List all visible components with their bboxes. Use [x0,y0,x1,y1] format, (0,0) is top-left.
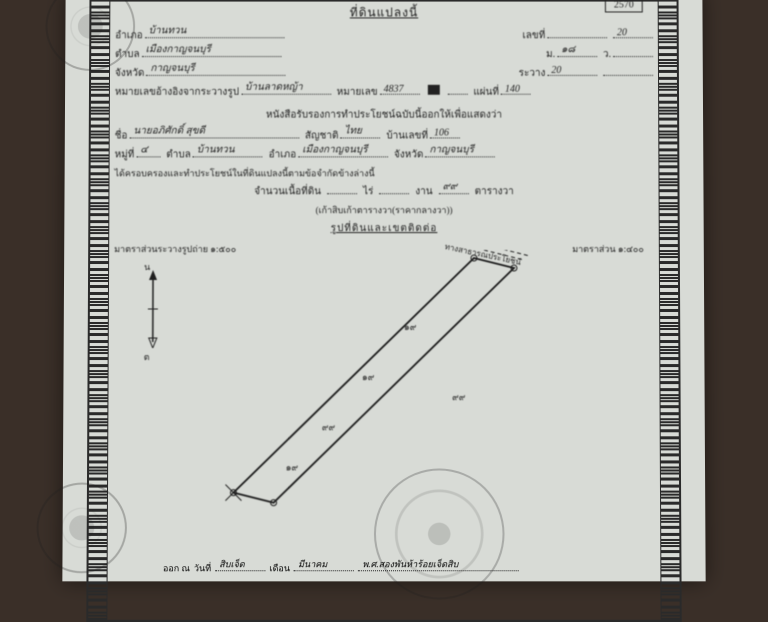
dim1: ๑๙ [404,320,416,334]
top-right-box: 2570 [605,0,643,12]
ref-value: บ้านลาดหญ้า [245,80,303,95]
north-bottom-label: ต [144,350,150,364]
day-label: วันที่ [194,561,211,575]
nat-label: สัญชาติ [305,129,338,144]
cmoo-label: หมู่ที่ [115,147,135,162]
survey-value: 20 [551,65,561,76]
survey-label: ระวาง [519,66,546,81]
amphoe-value: บ้านทวน [149,23,187,38]
ngan-label: งาน [415,184,432,199]
province-value: กาญจนบุรี [150,61,194,76]
cert-paren: (เก้าสิบเก้าตารางวา(ราคากลางวา)) [114,203,653,217]
cert-area: จำนวนเนื้อที่ดิน ไร่ งาน ๙๙ ตารางวา [114,184,653,199]
province-label: จังหวัด [115,66,144,81]
parcel-diagram: ทางสาธารณประโยชน์ ๑๙ ๑๙ ๙๙ ๙๙ ๑๙ [203,250,584,511]
moo-label: ม. [546,47,555,62]
diagram-title: รูปที่ดินและเขตติดต่อ [114,221,654,236]
north-top-label: น [144,260,150,274]
ref-label: หมายเลขอ้างอิงจากระวางรูป [115,85,239,100]
rai-label: ไร่ [363,184,373,199]
nat-value: ไทย [344,124,361,139]
year-suffix: 20 [617,27,627,38]
no-label: เลขที่ [522,28,545,43]
cprov-value: กาญจนบุรี [429,142,474,157]
ctambon-value: บ้านทวน [197,142,235,157]
cert-line3: ได้ครอบครองและทำประโยชน์ในที่ดินแปลงนี้ต… [114,166,653,180]
mapno-value: 4837 [384,84,404,95]
north-arrow-icon [148,270,158,348]
dim2: ๑๙ [362,370,374,384]
wa-label: ว. [603,47,611,62]
name-label: ชื่อ [115,129,128,144]
cert-line1: หนังสือรับรองการทำประโยชน์ฉบับนี้ออกให้เ… [115,108,653,123]
tambon-label: ตำบล [115,47,140,62]
diagram-area: มาตราส่วนระวางรูปถ่าย ๑:๕๐๐ มาตราส่วน ๑:… [113,242,655,523]
doc-title: ที่ดินแปลงนี้ [115,4,653,23]
cprov-label: จังหวัด [394,147,423,162]
sqwa-label: ตารางวา [475,184,514,199]
dim4: ๙๙ [452,390,465,404]
camphoe-value: เมืองกาญจนบุรี [302,142,367,157]
row-tambon: ตำบล เมืองกาญจนบุรี ม. ๑๘ ว. [115,47,653,62]
ctambon-label: ตำบล [166,147,191,162]
checkbox-filled [427,85,439,95]
content: ที่ดินแปลงนี้ 2570 อำเภอ บ้านทวน เลขที่ … [113,4,655,523]
document-page: ที่ดินแปลงนี้ 2570 อำเภอ บ้านทวน เลขที่ … [62,0,705,581]
footer-row: ออก ณ วันที่ สิบเจ็ด เดือน มีนาคม พ.ศ.สอ… [163,561,655,575]
area-label: จำนวนเนื้อที่ดิน [254,184,321,199]
row-province: จังหวัด กาญจนบุรี ระวาง 20 [115,66,653,81]
dim3: ๙๙ [322,420,335,434]
wa-value: ๙๙ [443,179,458,194]
sheet-label: แผ่นที่ [473,85,499,100]
camphoe-label: อำเภอ [269,147,297,162]
row-ref: หมายเลขอ้างอิงจากระวางรูป บ้านลาดหญ้า หม… [115,85,653,100]
row-amphoe: อำเภอ บ้านทวน เลขที่ 20 [115,28,653,43]
amphoe-label: อำเภอ [115,28,143,43]
year-tail: พ.ศ.สองพันห้าร้อยเจ็ดสิบ [362,557,458,571]
tambon-value: เมืองกาญจนบุรี [146,42,211,57]
cert-row-name: ชื่อ นายอภิศักดิ์ สุขดี สัญชาติ ไทย บ้าน… [115,129,654,144]
dim5: ๑๙ [286,460,298,474]
houseno-value: 106 [434,128,449,139]
houseno-label: บ้านเลขที่ [386,129,428,144]
cmoo-value: ๔ [140,142,148,157]
month-label: เดือน [269,561,290,575]
name-value: นายอภิศักดิ์ สุขดี [133,124,205,139]
mapno-label: หมายเลข [337,85,378,100]
moo-value: ๑๘ [561,42,575,57]
issue-label: ออก ณ [163,561,190,575]
month-value: มีนาคม [298,557,327,571]
sheet-value: 140 [505,84,520,95]
day-value: สิบเจ็ด [219,557,245,571]
cert-row-addr: หมู่ที่ ๔ ตำบล บ้านทวน อำเภอ เมืองกาญจนบ… [115,147,654,162]
